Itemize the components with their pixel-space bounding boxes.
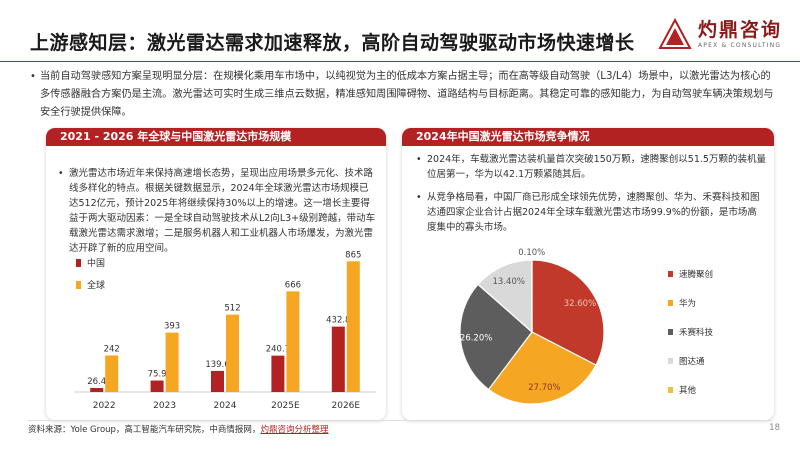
pie-legend-label-2: 禾赛科技: [679, 327, 714, 338]
bar-1-2: [226, 314, 239, 392]
intro-text: 当前自动驾驶感知方案呈现明显分层：在规模化乘用车市场中，以纯视觉为主的低成本方案…: [40, 71, 774, 118]
bar-1-4: [346, 261, 360, 392]
logo-text-cn: 灼鼎咨询: [697, 19, 782, 41]
pie-legend-swatch-2: [668, 329, 673, 335]
pie-label-3: 13.40%: [493, 277, 525, 287]
pie-legend-label-0: 速腾聚创: [679, 269, 713, 280]
pie-slice-0: [531, 259, 605, 366]
pie-legend-label-1: 华为: [679, 298, 696, 309]
page-title: 上游感知层：激光雷达需求加速释放，高阶自动驾驶驱动市场快速增长: [30, 32, 635, 54]
market-size-paragraph: • 激光雷达市场近年来保持高速增长态势，呈现出应用场景多元化、技术路线多样化的特…: [58, 166, 376, 256]
bar-0-1: [150, 380, 164, 392]
x-tick-2: 2024: [214, 401, 237, 411]
bullet-icon: •: [416, 154, 422, 165]
legend-label-0: 中国: [87, 257, 105, 269]
pie-label-4: 0.10%: [518, 248, 545, 258]
market-size-panel: 2021 - 2026 年全球与中国激光雷达市场规模 • 激光雷达市场近年来保持…: [46, 128, 386, 420]
bar-0-2: [211, 370, 224, 392]
pie-legend-swatch-1: [668, 300, 673, 306]
legend-swatch-0: [76, 259, 81, 267]
legend-label-1: 全球: [87, 279, 105, 291]
competition-panel: 2024年中国激光雷达市场竞争情况 • 2024年，车载激光雷达装机量首次突破1…: [402, 128, 774, 420]
bar-label-0-2: 139.6: [205, 360, 229, 370]
logo-text-en: APEX & CONSULTING: [697, 42, 782, 49]
pie-legend-swatch-0: [668, 271, 673, 277]
bar-label-0-3: 240.7: [266, 345, 290, 355]
title-divider: [0, 61, 800, 62]
pie-legend-swatch-3: [668, 358, 673, 364]
bullet-icon: •: [58, 168, 64, 179]
x-tick-1: 2023: [153, 401, 176, 411]
logo-triangle-icon: [658, 18, 692, 49]
bar-label-0-4: 432.8: [326, 316, 350, 326]
bar-label-0-0: 26.4: [87, 377, 106, 387]
intro-bullet: • 当前自动驾驶感知方案呈现明显分层：在规模化乘用车市场中，以纯视觉为主的低成本…: [28, 68, 776, 122]
pie-slice-3: [477, 259, 533, 334]
footer-divider: [28, 420, 772, 421]
market-size-text: 激光雷达市场近年来保持高速增长态势，呈现出应用场景多元化、技术路线多样化的特点。…: [69, 168, 376, 254]
bar-1-3: [286, 291, 300, 392]
bar-label-1-2: 512: [224, 304, 240, 314]
bar-0-3: [271, 355, 285, 392]
source-note: 资料来源：Yole Group，高工智能汽车研究院，中商情报网，灼鼎咨询分析整理: [28, 423, 328, 435]
bar-1-1: [165, 332, 179, 392]
source-text: 资料来源：Yole Group，高工智能汽车研究院，中商情报网，: [28, 425, 261, 435]
bar-0-0: [90, 388, 104, 392]
competition-paragraph-2: • 从竞争格局看，中国厂商已形成全球领先优势，速腾聚创、华为、禾赛科技和图达通四…: [416, 190, 766, 235]
bar-label-0-1: 75.9: [148, 370, 167, 380]
bar-label-1-3: 666: [285, 280, 301, 290]
competition-paragraph-1: • 2024年，车载激光雷达装机量首次突破150万颗，速腾聚创以51.5万颗的装…: [416, 152, 766, 182]
pie-label-0: 32.60%: [564, 299, 596, 309]
bullet-icon: •: [416, 192, 422, 203]
page-number: 18: [769, 423, 780, 433]
logo: 灼鼎咨询 APEX & CONSULTING: [658, 18, 782, 50]
x-tick-4: 2026E: [332, 401, 361, 411]
pie-label-2: 26.20%: [460, 334, 492, 344]
bar-label-1-4: 865: [345, 250, 361, 260]
competition-text-1: 2024年，车载激光雷达装机量首次突破150万颗，速腾聚创以51.5万颗的装机量…: [427, 154, 766, 180]
pie-slice-2: [459, 283, 533, 391]
market-size-panel-title: 2021 - 2026 年全球与中国激光雷达市场规模: [46, 128, 386, 146]
bar-label-1-0: 242: [104, 344, 120, 354]
pie-legend-swatch-4: [668, 387, 673, 393]
bullet-icon: •: [30, 71, 36, 82]
pie-legend-label-3: 图达通: [679, 356, 705, 367]
market-share-pie-chart: 32.60% 27.70% 26.20% 13.40% 0.10% 速腾聚创华为禾赛科技图…: [459, 248, 714, 405]
x-tick-0: 2022: [93, 401, 116, 411]
competition-text-2: 从竞争格局看，中国厂商已形成全球领先优势，速腾聚创、华为、禾赛科技和图达通四家企…: [427, 192, 760, 233]
legend-swatch-1: [76, 281, 81, 289]
bar-0-4: [331, 326, 345, 392]
source-link[interactable]: 灼鼎咨询分析整理: [260, 425, 329, 435]
bar-1-0: [105, 355, 119, 392]
pie-legend-label-4: 其他: [679, 385, 697, 396]
pie-label-1: 27.70%: [528, 383, 560, 393]
x-tick-3: 2025E: [271, 401, 300, 411]
pie-slice-1: [487, 331, 597, 405]
bar-label-1-1: 393: [164, 322, 180, 332]
competition-panel-title: 2024年中国激光雷达市场竞争情况: [402, 128, 774, 146]
